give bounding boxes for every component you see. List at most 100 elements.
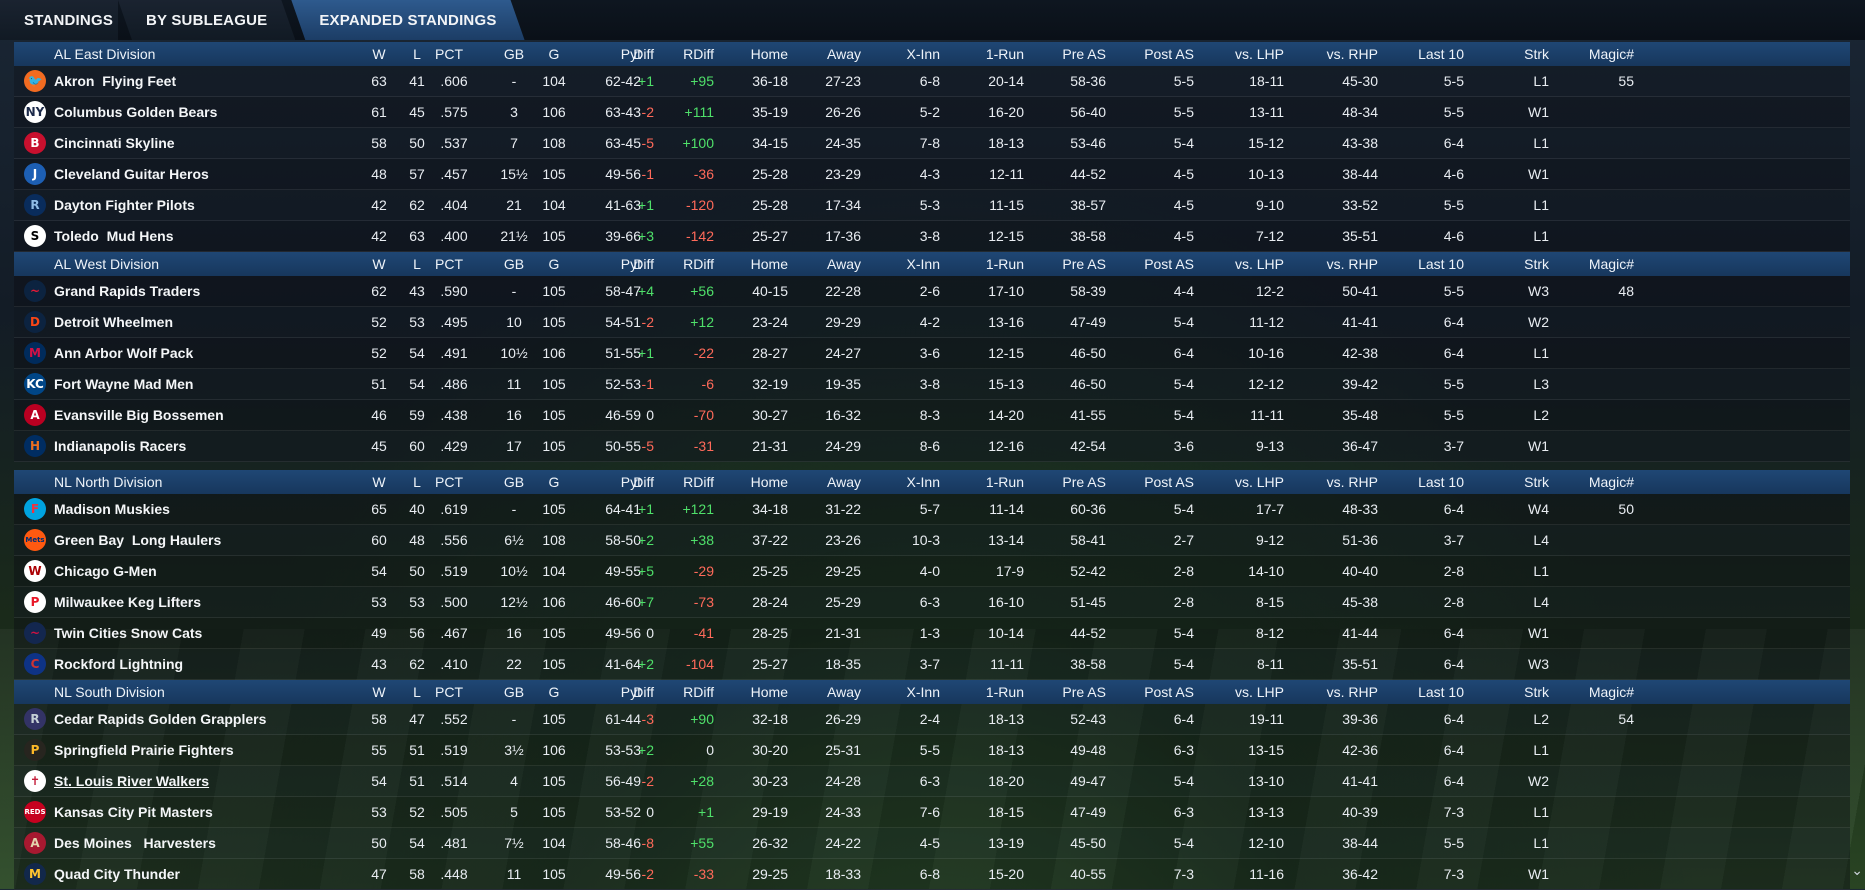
column-header-post-as[interactable]: Post AS (1144, 46, 1194, 62)
team-name-link[interactable]: Detroit Wheelmen (54, 314, 174, 330)
column-header-gb[interactable]: GB (503, 684, 525, 700)
column-header-rdiff[interactable]: RDiff (683, 474, 714, 490)
column-header-w[interactable]: W (372, 46, 386, 62)
column-header-g[interactable]: G (548, 684, 560, 700)
team-name-link[interactable]: Cedar Rapids Golden Grapplers (54, 711, 267, 727)
column-header-l[interactable]: L (413, 46, 421, 62)
column-header-l[interactable]: L (413, 684, 421, 700)
table-row[interactable]: ~ Grand Rapids Traders 62 43 .590 - 105 58-47 +4… (14, 276, 1850, 307)
column-header-w[interactable]: W (372, 256, 386, 272)
team-name-link[interactable]: Chicago G-Men (54, 563, 157, 579)
table-row[interactable]: M Ann Arbor Wolf Pack 52 54 .491 10½ 106 51-55 +… (14, 338, 1850, 369)
column-header-vs-rhp[interactable]: vs. RHP (1326, 474, 1378, 490)
column-header-pyt[interactable]: Pyt (620, 474, 641, 490)
table-row[interactable]: REDS Kansas City Pit Masters 53 52 .505 5 105 5… (14, 797, 1850, 828)
column-header-vs-rhp[interactable]: vs. RHP (1326, 46, 1378, 62)
column-header-strk[interactable]: Strk (1524, 46, 1549, 62)
team-name-link[interactable]: Grand Rapids Traders (54, 283, 201, 299)
column-header-last-10[interactable]: Last 10 (1418, 684, 1464, 700)
table-row[interactable]: W Chicago G-Men 54 50 .519 10½ 104 49-55 +5 -29 25… (14, 556, 1850, 587)
column-header-post-as[interactable]: Post AS (1144, 256, 1194, 272)
team-name-link[interactable]: Madison Muskies (54, 501, 170, 517)
column-header-vs-lhp[interactable]: vs. LHP (1234, 684, 1284, 700)
column-header-pct[interactable]: PCT (435, 256, 463, 272)
column-header-home[interactable]: Home (750, 46, 788, 62)
column-header-vs-lhp[interactable]: vs. LHP (1234, 256, 1284, 272)
column-header-pct[interactable]: PCT (435, 46, 463, 62)
team-name-link[interactable]: Twin Cities Snow Cats (54, 625, 203, 641)
column-header-gb[interactable]: GB (503, 46, 525, 62)
column-header-vs-rhp[interactable]: vs. RHP (1326, 684, 1378, 700)
table-row[interactable]: 🐦 Akron Flying Feet 63 41 .606 - 104 62-42 +1 +95… (14, 66, 1850, 97)
column-header-diff[interactable]: Diff (633, 684, 654, 700)
column-header-x-inn[interactable]: X-Inn (906, 46, 940, 62)
column-header-diff[interactable]: Diff (633, 256, 654, 272)
team-name-link[interactable]: Cleveland Guitar Heros (54, 166, 209, 182)
tab-expanded-standings[interactable]: EXPANDED STANDINGS (291, 0, 524, 40)
team-name-link[interactable]: Ann Arbor Wolf Pack (54, 345, 194, 361)
column-header-diff[interactable]: Diff (633, 46, 654, 62)
column-header-w[interactable]: W (372, 474, 386, 490)
team-name-link[interactable]: Milwaukee Keg Lifters (54, 594, 202, 610)
column-header-away[interactable]: Away (827, 684, 861, 700)
column-header-home[interactable]: Home (750, 256, 788, 272)
column-header-pct[interactable]: PCT (435, 474, 463, 490)
column-header-magic[interactable]: Magic# (1588, 46, 1634, 62)
column-header-post-as[interactable]: Post AS (1144, 474, 1194, 490)
column-header-home[interactable]: Home (750, 474, 788, 490)
table-row[interactable]: M Quad City Thunder 47 58 .448 11 105 49-56 -2 -3… (14, 859, 1850, 890)
table-row[interactable]: H Indianapolis Racers 45 60 .429 17 105 50-55 -5… (14, 431, 1850, 462)
column-header-gb[interactable]: GB (503, 474, 525, 490)
column-header-gb[interactable]: GB (503, 256, 525, 272)
team-name-link[interactable]: Des Moines Harvesters (54, 835, 216, 851)
column-header-rdiff[interactable]: RDiff (683, 684, 714, 700)
column-header-away[interactable]: Away (827, 46, 861, 62)
column-header-pre-as[interactable]: Pre AS (1062, 684, 1106, 700)
table-row[interactable]: NY Columbus Golden Bears 61 45 .575 3 106 63-43… (14, 97, 1850, 128)
column-header-vs-lhp[interactable]: vs. LHP (1234, 474, 1284, 490)
team-name-link[interactable]: Columbus Golden Bears (54, 104, 218, 120)
column-header-g[interactable]: G (548, 474, 560, 490)
column-header-strk[interactable]: Strk (1524, 474, 1549, 490)
column-header-last-10[interactable]: Last 10 (1418, 256, 1464, 272)
column-header-away[interactable]: Away (827, 474, 861, 490)
column-header-one-run[interactable]: 1-Run (985, 474, 1024, 490)
column-header-strk[interactable]: Strk (1524, 684, 1549, 700)
column-header-pre-as[interactable]: Pre AS (1062, 46, 1106, 62)
team-name-link[interactable]: Springfield Prairie Fighters (54, 742, 234, 758)
column-header-l[interactable]: L (413, 256, 421, 272)
column-header-post-as[interactable]: Post AS (1144, 684, 1194, 700)
column-header-g[interactable]: G (548, 256, 560, 272)
table-row[interactable]: J Cleveland Guitar Heros 48 57 .457 15½ 105 49-… (14, 159, 1850, 190)
column-header-pyt[interactable]: Pyt (620, 256, 641, 272)
table-row[interactable]: P Milwaukee Keg Lifters 53 53 .500 12½ 106 46-6… (14, 587, 1850, 618)
column-header-one-run[interactable]: 1-Run (985, 256, 1024, 272)
column-header-rdiff[interactable]: RDiff (683, 46, 714, 62)
column-header-x-inn[interactable]: X-Inn (906, 684, 940, 700)
column-header-pre-as[interactable]: Pre AS (1062, 474, 1106, 490)
table-row[interactable]: A Des Moines Harvesters 50 54 .481 7½ 104 58-46… (14, 828, 1850, 859)
team-name-link[interactable]: Rockford Lightning (54, 656, 184, 672)
column-header-last-10[interactable]: Last 10 (1418, 474, 1464, 490)
column-header-last-10[interactable]: Last 10 (1418, 46, 1464, 62)
column-header-diff[interactable]: Diff (633, 474, 654, 490)
column-header-home[interactable]: Home (750, 684, 788, 700)
team-name-link[interactable]: Green Bay Long Haulers (54, 532, 222, 548)
team-name-link[interactable]: Cincinnati Skyline (54, 135, 175, 151)
tab-by-subleague[interactable]: BY SUBLEAGUE (118, 0, 295, 40)
team-name-link[interactable]: Quad City Thunder (54, 866, 180, 882)
column-header-strk[interactable]: Strk (1524, 256, 1549, 272)
column-header-vs-lhp[interactable]: vs. LHP (1234, 46, 1284, 62)
table-row[interactable]: D Detroit Wheelmen 52 53 .495 10 105 54-51 -2 +12… (14, 307, 1850, 338)
table-row[interactable]: Mets Green Bay Long Haulers 60 48 .556 6½ 108 5… (14, 525, 1850, 556)
column-header-g[interactable]: G (548, 46, 560, 62)
team-name-link[interactable]: Dayton Fighter Pilots (54, 197, 195, 213)
table-row[interactable]: B Cincinnati Skyline 58 50 .537 7 108 63-45 -5 +1… (14, 128, 1850, 159)
column-header-l[interactable]: L (413, 474, 421, 490)
table-row[interactable]: F Madison Muskies 65 40 .619 - 105 64-41 +1 +121 3… (14, 494, 1850, 525)
table-row[interactable]: S Toledo Mud Hens 42 63 .400 21½ 105 39-66 +3 -14… (14, 221, 1850, 252)
team-name-link[interactable]: Toledo Mud Hens (54, 228, 174, 244)
column-header-vs-rhp[interactable]: vs. RHP (1326, 256, 1378, 272)
table-row[interactable]: R Cedar Rapids Golden Grapplers 58 47 .552 - 1… (14, 704, 1850, 735)
column-header-x-inn[interactable]: X-Inn (906, 474, 940, 490)
